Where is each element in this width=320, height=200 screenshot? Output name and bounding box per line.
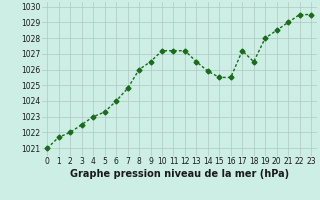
X-axis label: Graphe pression niveau de la mer (hPa): Graphe pression niveau de la mer (hPa) [70,169,289,179]
